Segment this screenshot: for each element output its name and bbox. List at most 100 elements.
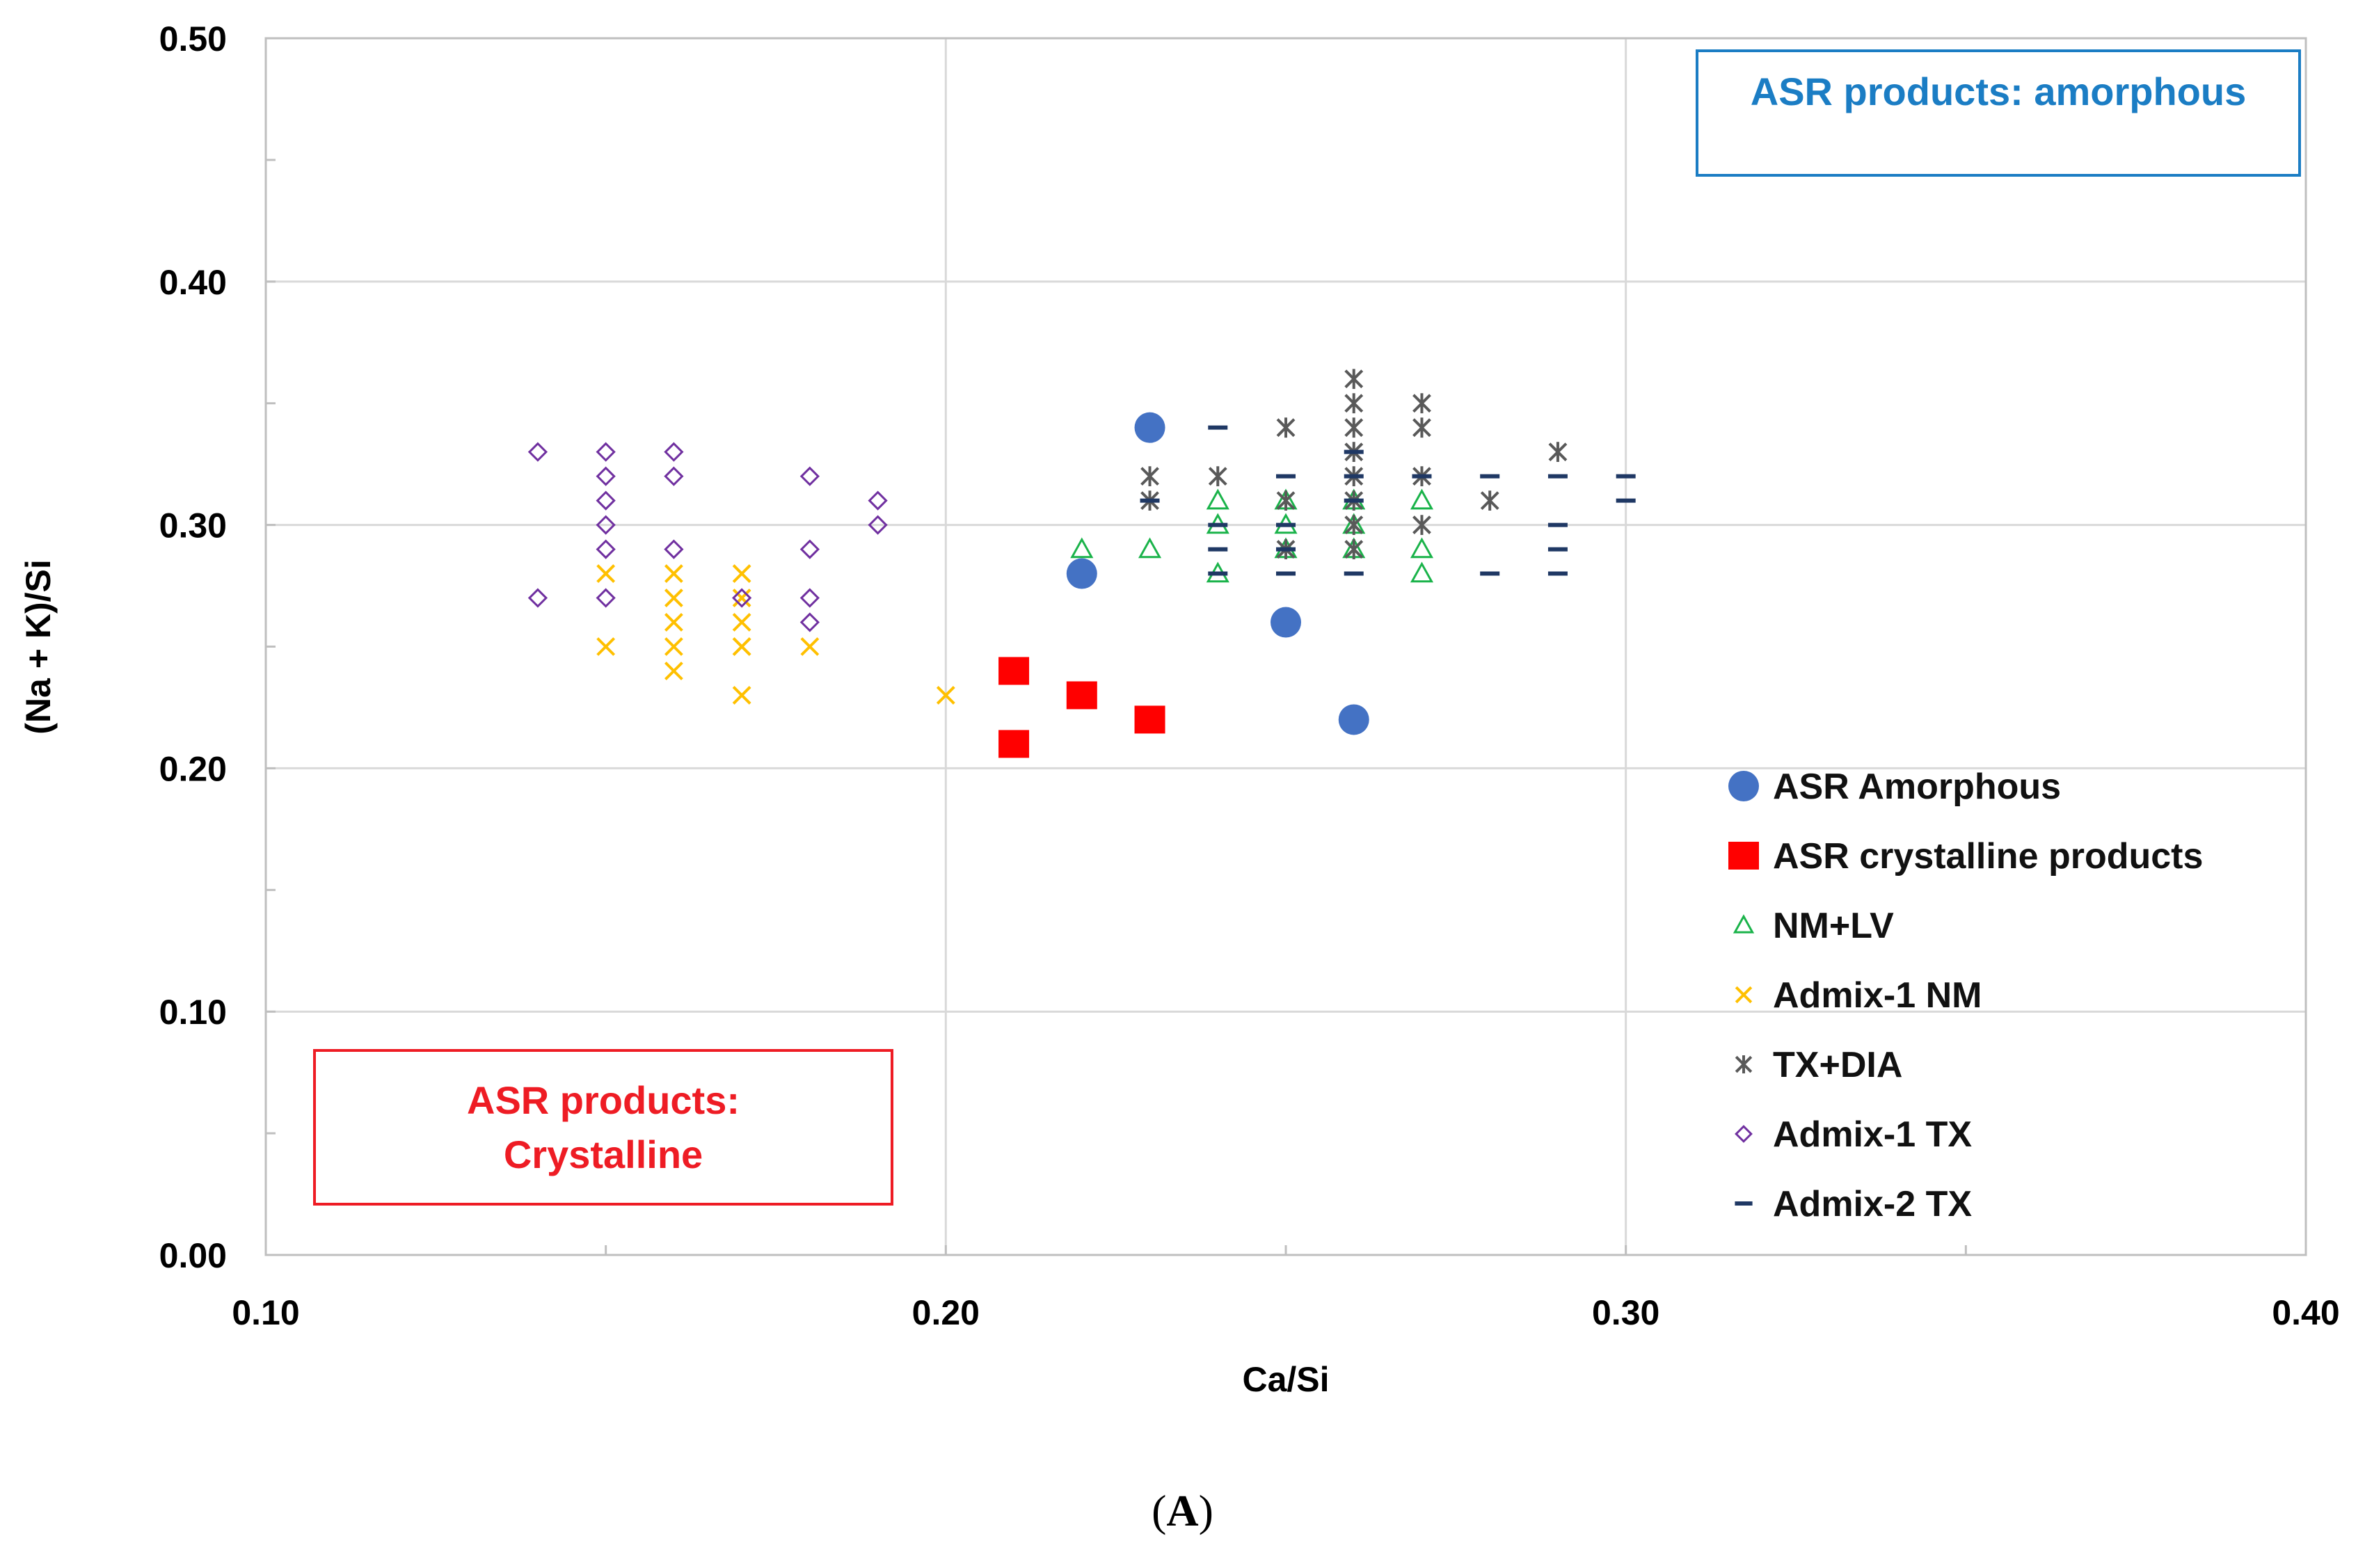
legend-marker [1735,1055,1753,1073]
x-tick-label: 0.40 [2272,1293,2339,1332]
data-point [664,589,683,607]
data-point [1276,417,1296,438]
data-point [596,588,616,608]
data-point [799,466,820,486]
data-point [664,613,683,632]
data-point [1344,417,1364,438]
data-point [732,589,751,607]
x-tick-label: 0.30 [1592,1293,1659,1332]
x-axis-title: Ca/Si [1242,1360,1329,1399]
data-point [799,612,820,632]
data-point [596,490,616,511]
data-point [1412,515,1431,535]
legend-marker [1733,914,1755,934]
data-point [868,490,888,511]
data-point [1134,705,1165,734]
y-tick-label: 0.20 [159,749,227,788]
data-point [998,730,1030,758]
series-admix-1-nm [596,564,955,705]
legend-marker [1728,771,1759,801]
legend-label: Admix-2 TX [1773,1184,1972,1224]
legend-label: Admix-1 TX [1773,1114,1972,1155]
data-point [664,637,683,656]
data-point [1412,393,1431,414]
series-asr-amorphous [1066,412,1369,735]
annotation-crystalline: ASR products: Crystalline [313,1049,893,1206]
legend-label: Admix-1 NM [1773,975,1982,1016]
data-point [596,442,616,462]
data-point [596,515,616,535]
legend-label: NM+LV [1773,906,1894,946]
data-point [732,686,751,705]
data-point [1344,539,1364,559]
y-axis-ticks: 0.00 0.10 0.20 0.30 0.40 0.50 [159,19,276,1275]
series-tx-dia [1140,369,1568,559]
data-point [664,442,684,462]
data-point [1410,561,1434,583]
data-point [1344,393,1364,414]
data-point [664,539,684,559]
data-point [799,588,820,608]
legend-marker [1735,1125,1753,1143]
data-point [1276,490,1296,511]
data-point [1338,704,1369,735]
legend-marker [1728,842,1759,870]
panel-label: (A) [1152,1486,1213,1535]
legend-label: ASR crystalline products [1773,836,2203,877]
data-point [1134,412,1165,443]
data-point [1412,417,1431,438]
series-admix-2-tx [1140,425,1636,576]
data-point [799,539,820,559]
data-point [732,613,751,632]
data-points [527,369,1636,758]
data-point [1344,369,1364,390]
data-point [1410,488,1434,510]
series-asr-crystalline-products [998,657,1165,758]
legend-label: TX+DIA [1773,1045,1902,1085]
data-point [664,466,684,486]
data-point [1066,558,1097,589]
annotation-amorphous: ASR products: amorphous [1696,49,2301,177]
data-point [732,637,751,656]
data-point [596,564,616,583]
x-tick-label: 0.10 [232,1293,299,1332]
annotation-crystalline-line-1: ASR products: [467,1078,740,1122]
data-point [1548,442,1568,463]
data-point [936,686,955,705]
data-point [1138,537,1162,559]
data-point [1070,537,1094,559]
x-tick-label: 0.20 [912,1293,980,1332]
data-point [1066,681,1097,710]
data-point [1206,488,1229,510]
y-tick-label: 0.00 [159,1236,227,1275]
data-point [527,588,548,608]
legend: ASR Amorphous ASR crystalline products NM+… [1728,767,2203,1224]
data-point [1410,537,1434,559]
annotation-amorphous-text: ASR products: amorphous [1750,70,2247,113]
data-point [732,564,751,583]
data-point [1208,466,1227,487]
y-tick-label: 0.50 [159,19,227,58]
data-point [664,662,683,680]
data-point [800,637,820,656]
data-point [1480,490,1499,511]
series-nm-lv [1070,488,1434,583]
legend-label: ASR Amorphous [1773,767,2061,807]
data-point [868,515,888,535]
y-tick-label: 0.30 [159,506,227,545]
x-axis-ticks: 0.10 0.20 0.30 0.40 [232,1245,2340,1332]
data-point [596,637,616,656]
data-point [596,466,616,486]
y-tick-label: 0.40 [159,263,227,302]
y-tick-label: 0.10 [159,993,227,1032]
data-point [998,657,1030,685]
y-axis-title: (Na + K)/Si [19,559,58,734]
panel-label-letter: A [1166,1486,1199,1535]
data-point [664,564,683,583]
series-admix-1-tx [527,442,888,632]
annotation-crystalline-line-2: Crystalline [503,1132,703,1176]
legend-marker [1735,986,1753,1004]
data-point [1140,466,1159,487]
data-point [1271,607,1301,638]
